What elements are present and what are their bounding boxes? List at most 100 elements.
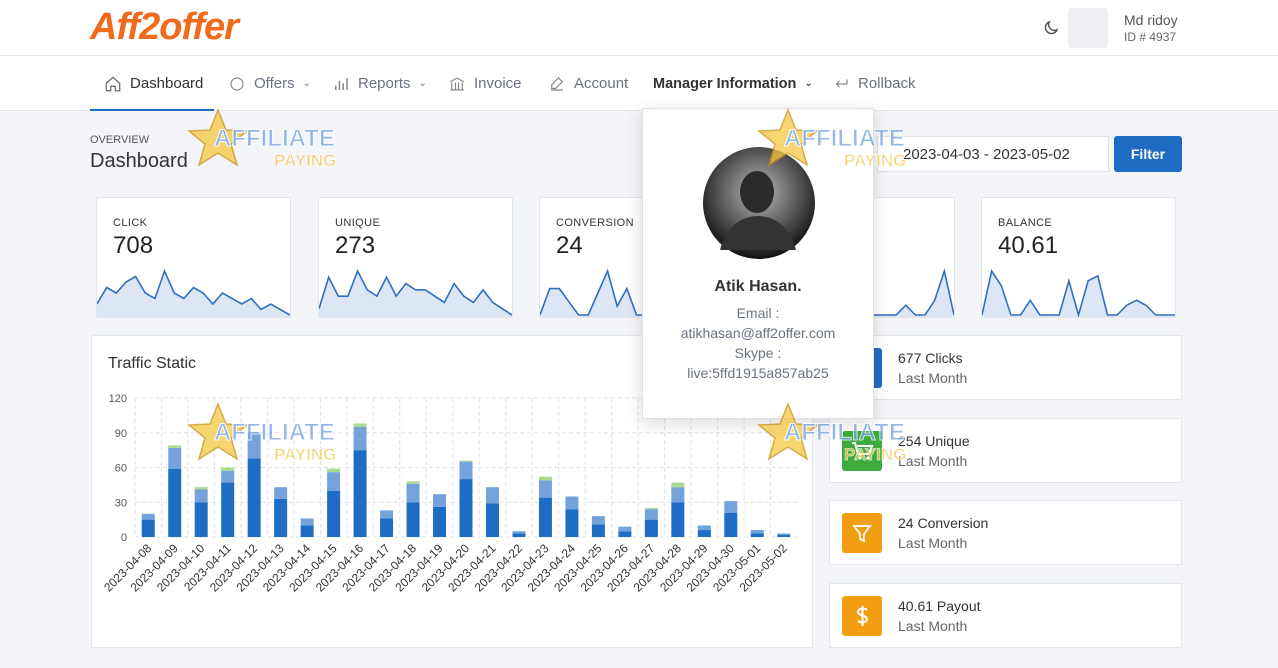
summary-icon: [842, 596, 882, 637]
bar-segment: [777, 533, 791, 535]
stat-label: UNIQUE: [335, 217, 381, 229]
stat-label: CONVERSION: [556, 217, 634, 229]
bar-segment: [671, 502, 685, 537]
summary-title: 677 Clicks: [898, 350, 963, 366]
sparkline-line: [982, 268, 1175, 317]
watermark-star: [187, 108, 249, 167]
stat-value: 24: [556, 232, 583, 259]
stat-value: 273: [335, 232, 376, 259]
bar-segment: [565, 509, 579, 537]
bar-segment: [644, 519, 658, 537]
nav-account[interactable]: Account: [548, 56, 628, 111]
bar-segment: [538, 480, 552, 498]
summary-card: 24 Conversion Last Month: [829, 500, 1182, 566]
bar-segment: [644, 509, 658, 520]
page-title: Dashboard: [90, 150, 188, 172]
bar-segment: [168, 447, 182, 469]
bar-segment: [459, 461, 473, 480]
sparkline-area: [97, 271, 290, 317]
bar-segment: [459, 460, 473, 462]
caret: ⌄: [302, 78, 311, 89]
bar-segment: [618, 526, 632, 532]
caret: ⌄: [418, 78, 427, 89]
nav-rollback[interactable]: Rollback: [832, 56, 916, 111]
summary-subtitle: Last Month: [898, 370, 968, 386]
nav-label: Manager Information: [653, 75, 797, 92]
theme-toggle[interactable]: [1042, 19, 1060, 37]
bar-segment: [750, 533, 764, 537]
user-avatar[interactable]: [1068, 8, 1108, 48]
nav-manager[interactable]: Manager Information ⌄: [653, 56, 813, 111]
bar-segment: [300, 518, 314, 526]
stat-card: BALANCE 40.61: [981, 197, 1176, 318]
sparkline: [319, 269, 512, 317]
top-header: Aff2offer Md ridoy ID # 4937: [0, 0, 1278, 56]
email[interactable]: atikhasan@aff2offer.com: [680, 325, 836, 341]
bar-segment: [406, 502, 420, 537]
stat-card: UNIQUE 273: [318, 197, 513, 318]
bar-segment: [274, 487, 288, 499]
summary-card: 677 Clicks Last Month: [829, 335, 1182, 400]
bar-segment: [221, 467, 235, 471]
bar-segment: [750, 530, 764, 534]
summary-icon: [842, 430, 882, 471]
invoice-icon: [449, 76, 465, 91]
user-id: ID # 4937: [1124, 30, 1177, 44]
sparkline-area: [982, 271, 1175, 317]
bar-segment: [194, 489, 208, 503]
bar-segment: [697, 530, 711, 537]
overview-eyebrow: OVERVIEW: [90, 134, 150, 146]
summary-subtitle: Last Month: [898, 452, 968, 469]
email-label: Email :: [736, 305, 780, 321]
nav-invoice[interactable]: Invoice: [448, 56, 522, 111]
rollback-icon: [835, 79, 848, 87]
bar-segment: [274, 498, 288, 537]
reports-icon: [335, 77, 348, 90]
watermark-line2: PAYING: [274, 151, 336, 170]
bar-segment: [724, 501, 738, 513]
date-range-input[interactable]: 2023-04-03 - 2023-05-02: [877, 136, 1109, 172]
nav-reports[interactable]: Reports ⌄: [332, 56, 427, 111]
bar-segment: [194, 487, 208, 490]
offers-icon: [230, 76, 244, 91]
nav-label: Account: [574, 75, 629, 92]
bar-segment: [406, 481, 420, 484]
y-tick-label: 30: [115, 497, 127, 509]
bar-segment: [406, 483, 420, 503]
nav-label: Reports: [358, 75, 411, 92]
filter-button[interactable]: Filter: [1114, 136, 1182, 172]
skype[interactable]: live:5ffd1915a857ab25: [687, 365, 829, 381]
nav-dashboard[interactable]: Dashboard: [104, 56, 203, 111]
bar-segment: [671, 482, 685, 488]
skype-label: Skype :: [734, 345, 782, 361]
logo[interactable]: Aff2offer: [90, 6, 239, 48]
manager-name: Atik Hasan.: [714, 278, 802, 295]
bar-segment: [538, 497, 552, 537]
stat-label: CLICK: [113, 217, 148, 229]
bar-segment: [247, 432, 261, 459]
user-name: Md ridoy: [1124, 12, 1178, 28]
y-tick-label: 90: [115, 428, 127, 440]
bar-segment: [221, 470, 235, 483]
nav-offers[interactable]: Offers ⌄: [228, 56, 311, 111]
summary-card: 40.61 Payout Last Month: [829, 583, 1182, 649]
bar-segment: [300, 525, 314, 537]
bar-segment: [724, 512, 738, 537]
nav-label: Invoice: [474, 75, 522, 92]
sparkline-area: [319, 271, 512, 317]
bar-segment: [380, 518, 394, 537]
active-underline: [90, 109, 214, 111]
bar-segment: [591, 524, 605, 537]
y-tick-label: 60: [115, 463, 127, 475]
summary-icon: [842, 513, 882, 554]
summary-title: 254 Unique: [898, 432, 970, 449]
bar-segment: [327, 490, 341, 537]
bar-segment: [194, 502, 208, 537]
bar-segment: [247, 458, 261, 537]
home-icon: [105, 75, 121, 91]
bar-segment: [433, 494, 447, 507]
sparkline-line: [319, 269, 512, 316]
